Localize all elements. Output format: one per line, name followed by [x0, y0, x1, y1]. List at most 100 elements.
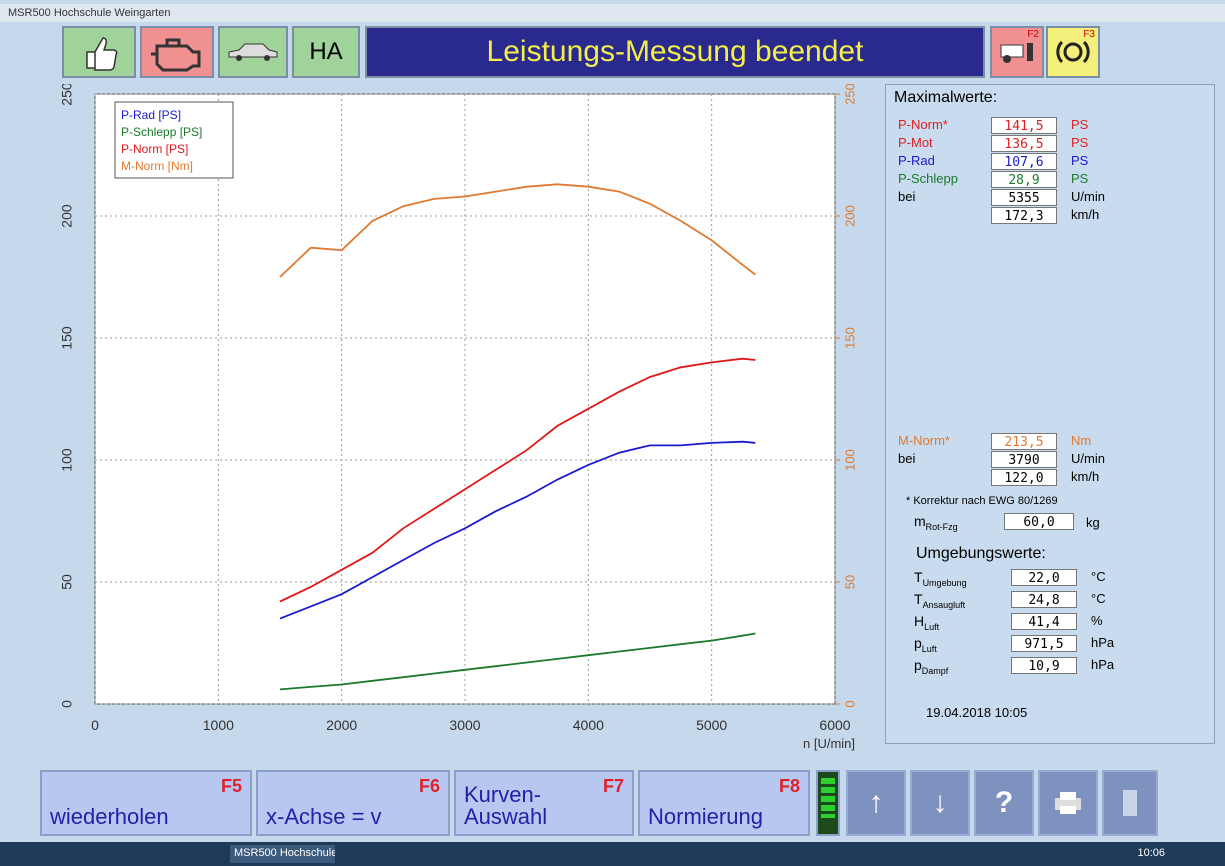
footnote: * Korrektur nach EWG 80/1269 — [906, 495, 1058, 507]
function-key-label: wiederholen — [50, 804, 169, 829]
vehicle-button[interactable] — [218, 26, 288, 78]
f2-key: F2 — [1027, 29, 1039, 40]
function-key-label: x-Achse = v — [266, 804, 382, 829]
symbol: p — [914, 657, 922, 673]
legend-box — [114, 101, 234, 179]
y2-tick-label: 0 — [842, 700, 857, 707]
value-unit: U/min — [1071, 451, 1105, 466]
value-box: 172,3 — [991, 207, 1057, 224]
value-label: pDampf — [914, 657, 948, 676]
symbol: p — [914, 635, 922, 651]
function-key-id: F7 — [602, 776, 624, 796]
value-label: bei — [898, 189, 916, 204]
status-led — [816, 770, 840, 836]
y-tick-label: 150 — [59, 326, 75, 350]
x-axis-label: n [U/min] — [803, 736, 855, 751]
function-key[interactable]: F7 Kurven- Auswahl — [454, 770, 634, 836]
y-tick-label: 0 — [59, 700, 75, 708]
help-button[interactable]: ? — [974, 770, 1034, 836]
y-tick-label: 250 — [59, 84, 75, 106]
function-key-label: Normierung — [648, 804, 763, 829]
value-box: 141,5 — [991, 117, 1057, 134]
x-tick-label: 3000 — [449, 717, 480, 733]
x-tick-label: 0 — [91, 717, 99, 733]
x-tick-label: 2000 — [326, 717, 357, 733]
value-box: 213,5 — [991, 433, 1057, 450]
value-unit: U/min — [1071, 189, 1105, 204]
value-unit: % — [1091, 613, 1103, 628]
y-tick-label: 50 — [59, 574, 75, 590]
legend: P-Rad [PS] P-Schlepp [PS] P-Norm [PS] M-Nor… — [114, 101, 234, 179]
symbol: T — [914, 591, 923, 607]
f3-key: F3 — [1083, 29, 1095, 40]
legend-label: P-Norm [PS] — [121, 142, 188, 156]
ok-button[interactable] — [62, 26, 136, 78]
function-key[interactable]: F8 Normierung — [638, 770, 810, 836]
legend-label: P-Schlepp [PS] — [121, 125, 202, 139]
value-unit: °C — [1091, 569, 1106, 584]
chart: 0 50 100 150 200 250 0 50 100 150 200 250 0 1000 2000 3… — [59, 84, 858, 751]
value-box: 10,9 — [1011, 657, 1077, 674]
f2-button[interactable]: F2 — [990, 26, 1044, 78]
series-line — [279, 183, 756, 278]
value-label: pLuft — [914, 635, 937, 654]
window-title: MSR500 Hochschule Weingarten — [0, 4, 1225, 22]
value-unit: °C — [1091, 591, 1106, 606]
taskbar: MSR500 Hochschule ... 10:06 — [0, 842, 1225, 866]
y2-tick-label: 200 — [842, 205, 857, 227]
value-unit: hPa — [1091, 635, 1115, 650]
ambient-title: Umgebungswerte: — [916, 545, 1046, 562]
value-unit: hPa — [1091, 657, 1115, 672]
up-button[interactable]: ↑ — [846, 770, 906, 836]
thumb-icon — [86, 37, 118, 71]
value-unit: PS — [1071, 117, 1089, 132]
brake-icon — [1056, 40, 1090, 64]
series-line — [279, 632, 756, 691]
value-box: 136,5 — [991, 135, 1057, 152]
function-key-id: F5 — [220, 776, 242, 796]
value-label: TUmgebung — [914, 569, 967, 588]
symbol-sub: Luft — [921, 643, 937, 654]
y-tick-label: 200 — [59, 204, 75, 228]
value-label: P-Mot — [898, 135, 933, 150]
mass-symbol: m — [914, 513, 926, 529]
value-panel: Maximalwerte: * Korrektur nach EWG 80/12… — [885, 84, 1215, 744]
value-box: 24,8 — [1011, 591, 1077, 608]
clock: 10:06 — [1137, 847, 1165, 859]
down-button[interactable]: ↓ — [910, 770, 970, 836]
y-tick-label: 100 — [59, 448, 75, 472]
value-unit: Nm — [1071, 433, 1092, 448]
exit-button[interactable] — [1102, 770, 1158, 836]
engine-button[interactable] — [140, 26, 214, 78]
taskbar-item[interactable]: MSR500 Hochschule ... — [230, 845, 335, 863]
max-title: Maximalwerte: — [894, 89, 998, 106]
print-button[interactable] — [1038, 770, 1098, 836]
value-unit: PS — [1071, 171, 1089, 186]
value-unit: km/h — [1071, 469, 1100, 484]
function-key[interactable]: F5 wiederholen — [40, 770, 252, 836]
value-label: P-Rad — [898, 153, 935, 168]
symbol-sub: Luft — [924, 621, 940, 632]
y2-tick-label: 50 — [842, 575, 857, 589]
y2-tick-label: 150 — [842, 327, 857, 349]
value-unit: PS — [1071, 135, 1089, 150]
car-icon — [228, 43, 278, 61]
function-key[interactable]: F6 x-Achse = v — [256, 770, 450, 836]
value-label: TAnsaugluft — [914, 591, 965, 610]
value-unit: PS — [1071, 153, 1089, 168]
axle-button[interactable]: HA — [292, 26, 360, 78]
value-box: 28,9 — [991, 171, 1057, 188]
value-box: 122,0 — [991, 469, 1057, 486]
value-label: M-Norm* — [898, 433, 950, 448]
x-tick-label: 4000 — [573, 717, 604, 733]
value-box: 22,0 — [1011, 569, 1077, 586]
f3-button[interactable]: F3 — [1046, 26, 1100, 78]
engine-icon — [151, 38, 201, 72]
door-icon — [1123, 790, 1137, 816]
symbol: T — [914, 569, 923, 585]
series-line — [279, 357, 756, 603]
legend-label: P-Rad [PS] — [121, 108, 181, 122]
mass-label: mRot-Fzg — [914, 513, 958, 532]
value-label: P-Schlepp — [898, 171, 958, 186]
